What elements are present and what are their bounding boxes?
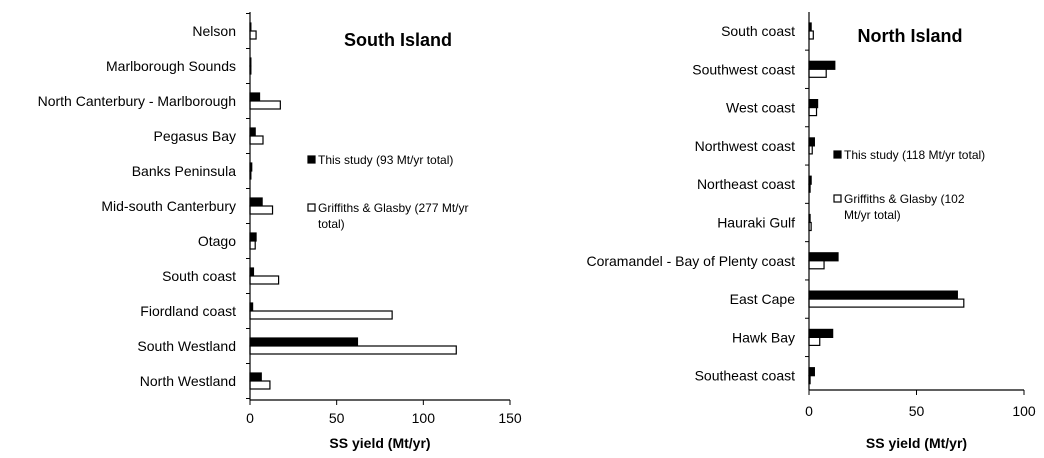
bar-griffiths-glasby <box>249 275 280 285</box>
legend-label-this-study: This study (118 Mt/yr total) <box>844 148 985 162</box>
category-label: North Canterbury - Marlborough <box>38 93 236 109</box>
bar-griffiths-glasby <box>249 135 264 145</box>
bar-this-study <box>808 367 815 377</box>
bar-this-study <box>249 232 257 242</box>
x-axis-label: SS yield (Mt/yr) <box>866 435 967 451</box>
north-island-chart: South coast Southwest coast West coast Nort… <box>586 12 1036 451</box>
bar-griffiths-glasby <box>249 205 274 215</box>
x-tick-label: 0 <box>246 410 254 426</box>
category-label: Marlborough Sounds <box>106 58 236 74</box>
bar-griffiths-glasby <box>249 310 393 320</box>
bar-this-study <box>249 337 359 347</box>
category-label: Hauraki Gulf <box>717 215 795 231</box>
bar-griffiths-glasby <box>808 30 814 40</box>
category-label: Coramandel - Bay of Plenty coast <box>586 253 795 269</box>
bar-this-study <box>249 92 261 102</box>
category-label: Fiordland coast <box>140 303 236 319</box>
legend-swatch-this-study <box>307 155 316 164</box>
bar-griffiths-glasby <box>249 100 281 110</box>
x-tick-label: 0 <box>805 403 813 419</box>
bar-griffiths-glasby <box>808 336 821 346</box>
category-label: East Cape <box>730 291 796 307</box>
legend-swatch-griffiths-glasby <box>833 194 842 203</box>
category-label: Hawk Bay <box>732 329 795 345</box>
x-tick-label: 50 <box>329 410 345 426</box>
bar-griffiths-glasby <box>249 345 457 355</box>
category-label: South coast <box>721 23 795 39</box>
chart-title: South Island <box>344 30 452 50</box>
bar-griffiths-glasby <box>249 30 257 40</box>
category-label: Banks Peninsula <box>132 163 237 179</box>
x-tick-label: 100 <box>1012 403 1036 419</box>
bar-this-study <box>808 252 839 262</box>
legend-swatch-this-study <box>833 150 842 159</box>
bar-this-study <box>808 328 834 338</box>
category-label: Northeast coast <box>697 176 795 192</box>
category-label: South Westland <box>137 338 236 354</box>
category-label: Mid-south Canterbury <box>101 198 236 214</box>
bar-this-study <box>808 60 836 70</box>
category-label: Northwest coast <box>695 138 795 154</box>
bar-griffiths-glasby <box>808 298 965 308</box>
x-tick-label: 100 <box>412 410 436 426</box>
legend-label-griffiths-glasby: Griffiths & Glasby (277 Mt/yr <box>318 201 469 215</box>
category-label: Southwest coast <box>692 61 795 77</box>
bar-griffiths-glasby <box>808 68 827 78</box>
category-label: Pegasus Bay <box>154 128 237 144</box>
legend-label-griffiths-glasby: total) <box>318 217 345 231</box>
bar-griffiths-glasby <box>808 260 825 270</box>
x-tick-label: 50 <box>909 403 925 419</box>
south-island-chart: Nelson Marlborough Sounds North Canterbury… <box>38 12 522 451</box>
bar-griffiths-glasby <box>808 106 818 117</box>
bar-this-study <box>249 197 263 207</box>
category-label: Southeast coast <box>695 368 796 384</box>
bar-griffiths-glasby <box>249 380 271 390</box>
bar-this-study <box>808 137 815 147</box>
chart-title: North Island <box>857 26 962 46</box>
legend-label-griffiths-glasby: Griffiths & Glasby (102 <box>844 192 965 206</box>
category-label: Otago <box>198 233 236 249</box>
category-label: West coast <box>726 100 795 116</box>
legend-swatch-griffiths-glasby <box>307 203 316 212</box>
legend-label-griffiths-glasby: Mt/yr total) <box>844 208 901 222</box>
legend-label-this-study: This study (93 Mt/yr total) <box>318 153 453 167</box>
category-label: North Westland <box>140 373 236 389</box>
x-tick-label: 150 <box>498 410 522 426</box>
bar-this-study <box>249 372 262 382</box>
bar-this-study <box>808 98 819 109</box>
bar-this-study <box>249 127 256 137</box>
bar-griffiths-glasby <box>249 240 256 250</box>
x-axis-label: SS yield (Mt/yr) <box>329 435 430 451</box>
category-label: South coast <box>162 268 236 284</box>
category-label: Nelson <box>192 23 236 39</box>
bar-this-study <box>808 290 958 300</box>
